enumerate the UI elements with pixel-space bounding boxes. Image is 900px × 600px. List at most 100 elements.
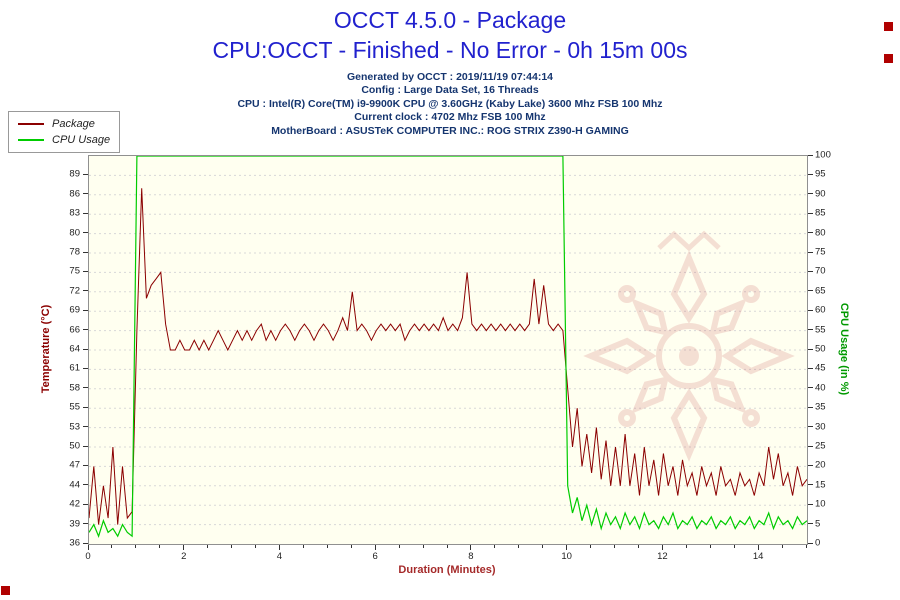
- cpu-tick-mark: [808, 367, 813, 369]
- cpu-tick-mark: [808, 270, 813, 272]
- chart-info-line: MotherBoard : ASUSTeK COMPUTER INC.: ROG…: [271, 124, 629, 137]
- temp-tick-label: 69: [69, 304, 80, 316]
- temp-tick-label: 89: [69, 168, 80, 180]
- temp-tick-label: 83: [69, 207, 80, 219]
- x-tick-label: 14: [752, 551, 764, 562]
- temp-tick-label: 50: [69, 440, 80, 452]
- x-tick-label: 10: [561, 551, 572, 562]
- cpu-tick-label: 90: [815, 188, 826, 200]
- x-minor-tick-mark: [781, 545, 783, 548]
- cpu-tick-mark: [808, 232, 813, 234]
- cpu-tick-label: 70: [815, 265, 826, 277]
- legend-label: Package: [52, 118, 95, 130]
- x-minor-tick-mark: [350, 545, 352, 548]
- cpu-tick-mark: [808, 309, 813, 311]
- x-minor-tick-mark: [733, 545, 735, 548]
- x-major-tick-mark: [278, 545, 280, 550]
- temp-tick-label: 47: [69, 459, 80, 471]
- temp-tick-label: 39: [69, 518, 80, 530]
- temp-tick-label: 36: [69, 537, 80, 549]
- cpu-tick-mark: [808, 387, 813, 389]
- cpu-tick-label: 10: [815, 498, 826, 510]
- cpu-tick-label: 20: [815, 459, 826, 471]
- x-minor-tick-mark: [398, 545, 400, 548]
- temp-tick-mark: [83, 542, 88, 544]
- temp-tick-label: 78: [69, 246, 80, 258]
- temp-tick-mark: [83, 464, 88, 466]
- x-minor-tick-mark: [494, 545, 496, 548]
- cpu-tick-mark: [808, 503, 813, 505]
- cpu-tick-label: 85: [815, 207, 826, 219]
- cpu-tick-label: 95: [815, 168, 826, 180]
- x-tick-label: 12: [657, 551, 668, 562]
- x-major-tick-mark: [374, 545, 376, 550]
- x-minor-tick-mark: [446, 545, 448, 548]
- cpu-axis-title: CPU Usage (in %): [838, 302, 850, 396]
- temp-tick-label: 44: [69, 479, 80, 491]
- cpu-tick-mark: [808, 484, 813, 486]
- x-minor-tick-mark: [111, 545, 113, 548]
- temp-tick-label: 64: [69, 343, 80, 355]
- legend-line-sample: [18, 123, 44, 125]
- temp-tick-mark: [83, 173, 88, 175]
- cpu-tick-label: 60: [815, 304, 826, 316]
- x-minor-tick-mark: [302, 545, 304, 548]
- cpu-tick-mark: [808, 290, 813, 292]
- x-major-tick-mark: [183, 545, 185, 550]
- cpu-tick-mark: [808, 173, 813, 175]
- temp-tick-label: 72: [69, 285, 80, 297]
- temp-tick-mark: [83, 387, 88, 389]
- cpu-tick-mark: [808, 348, 813, 350]
- x-minor-tick-mark: [805, 545, 807, 548]
- cpu-tick-label: 25: [815, 440, 826, 452]
- temp-tick-mark: [83, 251, 88, 253]
- temp-tick-label: 61: [69, 362, 80, 374]
- x-minor-tick-mark: [685, 545, 687, 548]
- cpu-tick-label: 100: [815, 149, 831, 161]
- x-minor-tick-mark: [135, 545, 137, 548]
- x-major-tick-mark: [87, 545, 89, 550]
- x-tick-label: 6: [372, 551, 378, 562]
- temp-tick-mark: [83, 445, 88, 447]
- corner-marker-icon: [884, 22, 893, 31]
- cpu-tick-label: 35: [815, 401, 826, 413]
- cpu-tick-mark: [808, 193, 813, 195]
- x-minor-tick-mark: [159, 545, 161, 548]
- chart-canvas: [89, 156, 807, 538]
- x-minor-tick-mark: [542, 545, 544, 548]
- cpu-tick-mark: [808, 212, 813, 214]
- legend-label: CPU Usage: [52, 134, 111, 146]
- plot-area: [88, 155, 808, 545]
- temp-tick-label: 42: [69, 498, 80, 510]
- temp-tick-mark: [83, 232, 88, 234]
- cpu-tick-label: 0: [815, 537, 821, 549]
- chart-info-line: CPU : Intel(R) Core(TM) i9-9900K CPU @ 3…: [237, 97, 663, 110]
- x-minor-tick-mark: [231, 545, 233, 548]
- cpu-tick-mark: [808, 464, 813, 466]
- cpu-tick-label: 45: [815, 362, 826, 374]
- series-lines: [89, 156, 807, 538]
- x-major-tick-mark: [470, 545, 472, 550]
- temp-tick-mark: [83, 523, 88, 525]
- x-major-tick-mark: [757, 545, 759, 550]
- x-tick-label: 8: [468, 551, 474, 562]
- cpu-tick-mark: [808, 329, 813, 331]
- cpu-tick-mark: [808, 406, 813, 408]
- cpu-tick-label: 75: [815, 246, 826, 258]
- series-line-package: [89, 188, 807, 525]
- page-subtitle: CPU:OCCT - Finished - No Error - 0h 15m …: [212, 37, 688, 63]
- x-tick-label: 4: [276, 551, 283, 562]
- chart-info-line: Current clock : 4702 Mhz FSB 100 Mhz: [354, 111, 546, 124]
- temp-tick-mark: [83, 484, 88, 486]
- x-minor-tick-mark: [614, 545, 616, 548]
- cpu-tick-mark: [808, 426, 813, 428]
- chart-info-line: Config : Large Data Set, 16 Threads: [361, 84, 539, 97]
- gridlines: [89, 174, 807, 526]
- x-axis-title: Duration (Minutes): [398, 564, 496, 576]
- x-minor-tick-mark: [590, 545, 592, 548]
- legend-line-sample: [18, 139, 44, 141]
- cpu-tick-label: 15: [815, 479, 826, 491]
- cpu-tick-mark: [808, 445, 813, 447]
- cpu-tick-mark: [808, 523, 813, 525]
- cpu-tick-mark: [808, 542, 813, 544]
